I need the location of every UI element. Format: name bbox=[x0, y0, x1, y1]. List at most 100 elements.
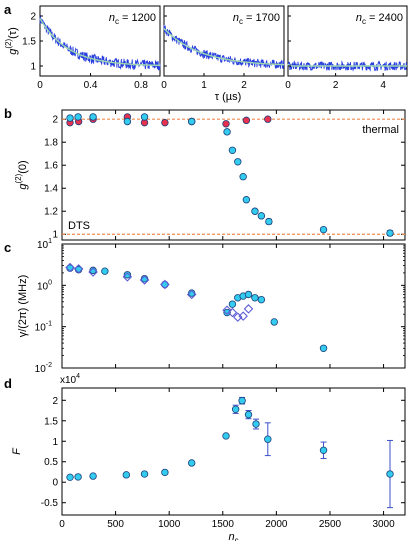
panel-d-xtick-label: 500 bbox=[107, 519, 124, 530]
panel-d-ytick-label: 2 bbox=[52, 396, 58, 407]
panel-d-frame bbox=[61, 387, 406, 516]
panel-c-point-circle bbox=[101, 267, 109, 275]
panel-d-point bbox=[66, 473, 74, 482]
panel-b-point-cyan bbox=[89, 113, 97, 121]
panel-b-ref-label-thermal: thermal bbox=[362, 124, 399, 136]
panel-d-xtick-label: 2500 bbox=[319, 519, 342, 530]
panel-b-point-red bbox=[264, 115, 272, 123]
panel-b-ytick-label: 1.6 bbox=[44, 161, 58, 172]
panel-d-ylabel: F bbox=[11, 447, 23, 455]
panel-c-point-diamond bbox=[122, 272, 133, 282]
panel-b-frame bbox=[61, 109, 406, 241]
panel-b-point-cyan bbox=[234, 158, 242, 166]
panel-a-subplot-label: nc = 2400 bbox=[356, 12, 403, 26]
panel-c-ytick-label: 10-2 bbox=[35, 362, 52, 375]
panel-c-point-circle bbox=[257, 295, 266, 304]
panel-d-ytick-label: 1 bbox=[52, 437, 58, 448]
panel-b-point-red bbox=[161, 118, 169, 127]
panel-d-point bbox=[122, 471, 131, 479]
panel-d-point bbox=[222, 432, 230, 440]
panel-c-point-diamond bbox=[186, 289, 197, 300]
panel-d-xtick-label: 1000 bbox=[158, 519, 181, 530]
panel-b-point-cyan bbox=[319, 225, 328, 234]
panel-d-xtick-label: 0 bbox=[59, 519, 65, 530]
panel-a-xlabel: τ (µs) bbox=[215, 91, 242, 103]
panel-c-point-circle bbox=[244, 290, 253, 299]
panel-d-ytick-label: -0.5 bbox=[41, 498, 59, 509]
panel-c-point-diamond bbox=[73, 264, 84, 274]
panel-c-ytick-label: 101 bbox=[37, 238, 52, 251]
panel-d-ytick-label: 0 bbox=[52, 478, 58, 489]
panel-d-point bbox=[231, 405, 240, 414]
panel-b-point-cyan bbox=[239, 173, 247, 181]
panel-c-point-circle bbox=[223, 308, 231, 317]
panel-d-point bbox=[319, 446, 328, 454]
panel-c-point-diamond bbox=[233, 312, 243, 322]
panel-a-ytick-label: 2 bbox=[30, 12, 36, 23]
panel-d-ytick-label: 1.5 bbox=[44, 416, 58, 427]
panel-b-point-cyan bbox=[66, 114, 74, 122]
panel-a-ytick-label: 1.5 bbox=[22, 37, 36, 48]
panel-b-letter: b bbox=[4, 106, 12, 121]
panel-a-data-trace bbox=[287, 60, 408, 72]
panel-b-point-cyan bbox=[257, 212, 266, 220]
panel-c-point-diamond bbox=[139, 275, 150, 285]
panel-a-ytick-label: 1 bbox=[30, 62, 36, 73]
panel-c-point-diamond bbox=[88, 267, 98, 277]
panel-d-point bbox=[187, 459, 196, 467]
panel-c-point-circle bbox=[123, 271, 132, 279]
panel-d-y-multiplier: x104 bbox=[60, 373, 80, 386]
panel-d-letter: d bbox=[4, 376, 12, 391]
panel-c-point-circle bbox=[319, 344, 328, 352]
panel-b-point-cyan bbox=[265, 217, 273, 226]
panel-c-ylabel: γ/(2π) (MHz) bbox=[17, 275, 29, 338]
panel-b-point-cyan bbox=[386, 229, 394, 237]
panel-a-subplot-label: nc = 1700 bbox=[233, 12, 280, 26]
panel-b-point-cyan bbox=[140, 113, 149, 121]
panel-d-xtick-label: 2000 bbox=[265, 519, 288, 530]
panel-a-xtick-label: 0 bbox=[285, 80, 291, 91]
panel-c-point-circle bbox=[89, 266, 97, 275]
panel-d-xtick-label: 1500 bbox=[212, 519, 235, 530]
panel-d-point bbox=[252, 420, 260, 428]
panel-a-ylabel: g(2)(τ) bbox=[4, 27, 19, 55]
panel-d-point bbox=[140, 470, 149, 478]
panel-b-point-cyan bbox=[228, 146, 237, 154]
panel-c-frame bbox=[61, 243, 406, 369]
panel-d-point bbox=[238, 397, 246, 405]
panel-a-subplot-label: nc = 1200 bbox=[109, 12, 156, 26]
panel-d-point bbox=[89, 472, 97, 480]
panel-b-point-red bbox=[222, 120, 230, 128]
panel-c-point-diamond bbox=[222, 305, 232, 315]
panel-b-point-cyan bbox=[123, 117, 132, 126]
panel-b-ytick-label: 2 bbox=[52, 115, 58, 126]
panel-b-point-cyan bbox=[187, 117, 196, 126]
panel-a-xtick-label: 0 bbox=[161, 80, 167, 91]
panel-a-xtick-label: 2 bbox=[333, 80, 339, 91]
panel-b-point-cyan bbox=[223, 128, 231, 136]
panel-c-point-circle bbox=[270, 318, 278, 326]
panel-d-point bbox=[386, 470, 394, 478]
panel-c-point-diamond bbox=[243, 304, 254, 314]
panel-a-fit-curve bbox=[39, 18, 161, 67]
panel-a-fit-curve bbox=[287, 63, 407, 67]
panel-c-ytick-label: 100 bbox=[37, 279, 52, 292]
panel-c-ytick-label: 10-1 bbox=[35, 321, 52, 334]
panel-c-point-circle bbox=[228, 300, 237, 308]
panel-b-ytick-label: 1 bbox=[52, 230, 58, 241]
panel-a-xtick-label: 0.4 bbox=[84, 80, 98, 91]
panel-b-ytick-label: 1.2 bbox=[44, 207, 58, 218]
panel-c-point-diamond bbox=[160, 279, 170, 290]
panel-b-ylabel: g(2)(0) bbox=[14, 160, 29, 189]
panel-b-point-cyan bbox=[74, 113, 82, 121]
panel-a-xtick-label: 0.8 bbox=[134, 80, 148, 91]
panel-d-xtick-label: 3000 bbox=[372, 519, 395, 530]
panel-b-ytick-label: 1.8 bbox=[44, 138, 58, 149]
panel-b-point-cyan bbox=[251, 207, 259, 215]
panel-b-point-cyan bbox=[242, 196, 251, 204]
panel-d-point bbox=[161, 468, 169, 477]
panel-a-xtick-label: 1 bbox=[201, 80, 207, 91]
panel-a-fit-curve bbox=[163, 28, 285, 66]
panel-a-xtick-label: 0 bbox=[37, 80, 43, 91]
